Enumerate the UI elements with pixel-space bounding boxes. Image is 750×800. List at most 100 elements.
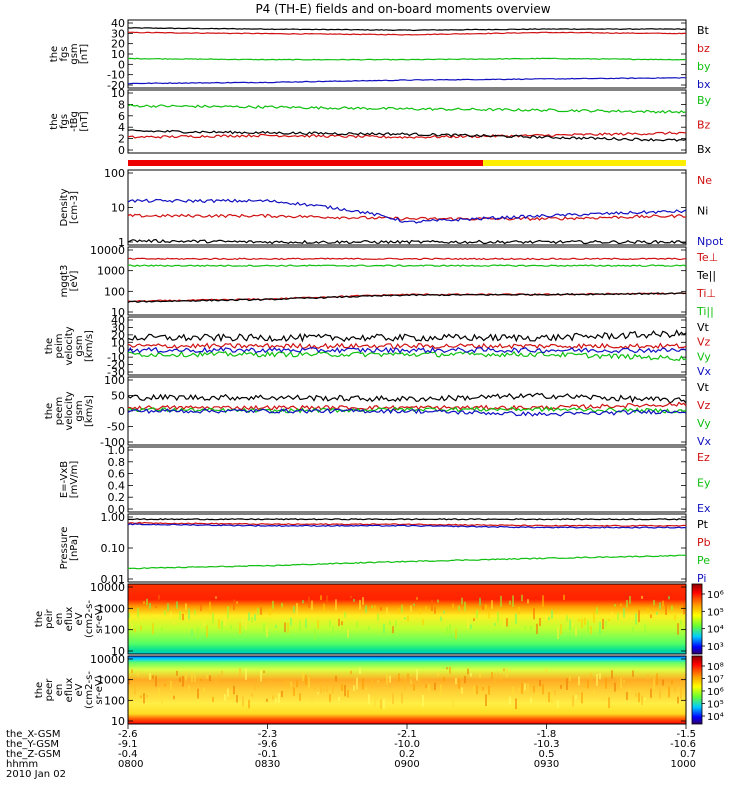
y-axis-label: sr-eV) xyxy=(94,675,105,704)
y-tick-label: -50 xyxy=(107,421,125,434)
spectrogram-streak xyxy=(422,619,424,626)
y-axis-label: eV xyxy=(74,683,85,696)
series-line-bt xyxy=(127,27,687,32)
spectrogram-streak xyxy=(173,695,175,700)
spectrogram-streak xyxy=(374,695,376,707)
x-tick-label-z: -0.4 xyxy=(118,749,138,760)
series-line-bx xyxy=(127,77,687,85)
spectrogram-streak xyxy=(461,687,463,694)
spectrogram-streak xyxy=(533,685,535,693)
spectrogram-streak xyxy=(419,678,421,686)
y-axis-label: [nPa] xyxy=(69,535,80,561)
spectrogram-streak xyxy=(179,677,181,682)
y-axis-label: mgqt3 xyxy=(59,265,70,298)
spectrogram-streak xyxy=(311,699,313,703)
spectrogram-streak xyxy=(617,677,619,690)
spectrogram-streak xyxy=(254,614,256,621)
series-line-vt xyxy=(127,392,687,404)
spectrogram-streak xyxy=(218,619,220,629)
spectrogram-streak xyxy=(170,680,172,691)
spectrogram-streak xyxy=(365,687,367,691)
y-tick-label: 40 xyxy=(111,17,125,30)
spectrogram-streak xyxy=(176,601,178,609)
spectrogram-streak xyxy=(254,684,256,691)
y-tick-label: 30 xyxy=(111,27,125,40)
spectrogram-streak xyxy=(602,618,604,630)
spectrogram-streak xyxy=(329,619,331,627)
series-line-by xyxy=(127,104,687,114)
y-tick-label: 0.8 xyxy=(108,456,126,469)
spectrogram-streak xyxy=(197,627,199,640)
spectrogram-streak xyxy=(605,677,607,689)
y-tick-label: 2 xyxy=(118,133,125,146)
spectrogram-streak xyxy=(356,621,358,627)
spectrogram-streak xyxy=(326,595,328,604)
spectrogram-streak xyxy=(410,605,412,613)
spectrogram-streak xyxy=(647,607,649,614)
spectrogram-streak xyxy=(557,626,559,639)
y-axis-label: fgs xyxy=(59,114,70,129)
y-axis-label: the xyxy=(34,682,45,698)
spectrogram-streak xyxy=(338,696,340,702)
spectrogram-streak xyxy=(392,693,394,705)
x-row-label: hhmm xyxy=(6,759,38,770)
spectrogram-streak xyxy=(455,629,457,639)
spectrogram-streak xyxy=(551,693,553,704)
spectrogram-streak xyxy=(245,667,247,680)
y-axis-label: [km/s] xyxy=(84,395,95,427)
y-tick-label: 40 xyxy=(111,314,125,327)
spectrogram-streak xyxy=(161,698,163,704)
legend-ti⊥: Ti⊥ xyxy=(696,287,716,300)
y-axis-label: peer xyxy=(44,678,55,702)
spectrogram-streak xyxy=(158,595,160,600)
spectrogram-streak xyxy=(146,694,148,698)
spectrogram-streak xyxy=(533,607,535,620)
series-line-vy xyxy=(127,406,687,414)
spectrogram-streak xyxy=(416,597,418,600)
spectrogram-streak xyxy=(200,678,202,682)
series-line-pe xyxy=(127,554,687,570)
spectrogram-streak xyxy=(569,619,571,631)
spectrogram-streak xyxy=(359,599,361,610)
spectrogram-streak xyxy=(227,688,229,697)
spectrogram-streak xyxy=(161,627,163,631)
spectrogram-streak xyxy=(575,694,577,700)
spectrogram-streak xyxy=(665,602,667,616)
spectrogram-streak xyxy=(479,671,481,678)
spectrogram-streak xyxy=(191,629,193,636)
y-tick-label: 0.4 xyxy=(108,479,126,492)
series-group xyxy=(127,104,687,142)
spectrogram-streak xyxy=(275,698,277,703)
x-tick-label-t: 0900 xyxy=(394,759,419,770)
panel-frame xyxy=(127,169,687,246)
spectrogram-streak xyxy=(164,610,166,616)
spectrogram-streak xyxy=(470,624,472,630)
spectrogram-streak xyxy=(134,627,136,633)
panel-e-vxb: 1.00.80.60.40.20.0 E=-VxB [mV/m] Ez Ey Ex xyxy=(59,444,711,516)
series-line-vz xyxy=(127,342,687,350)
spectrogram-streak xyxy=(683,603,685,615)
spectrogram-streak xyxy=(470,672,472,677)
spectrogram-streak xyxy=(362,597,364,605)
spectrogram-streak xyxy=(224,694,226,701)
spectrogram-streak xyxy=(566,678,568,691)
spectrogram-streak xyxy=(677,696,679,704)
spectrogram-streak xyxy=(290,617,292,626)
spectrogram-streak xyxy=(452,603,454,608)
y-axis-label: the xyxy=(49,113,60,129)
spectrogram-streak xyxy=(443,676,445,682)
spectrogram-texture xyxy=(128,666,685,710)
y-axis-label: en xyxy=(54,684,65,697)
spectrogram-streak xyxy=(278,693,280,703)
spectrogram-streak xyxy=(554,610,556,614)
flag-bar-yellow xyxy=(483,160,686,166)
spectrogram-streak xyxy=(143,601,145,605)
spectrogram-streak xyxy=(242,696,244,707)
y-tick-label: -20 xyxy=(107,359,125,372)
spectrogram-streak xyxy=(284,622,286,633)
panel-frame xyxy=(127,89,687,154)
y-tick-label: 0 xyxy=(118,144,125,157)
spectrogram-streak xyxy=(266,698,268,702)
